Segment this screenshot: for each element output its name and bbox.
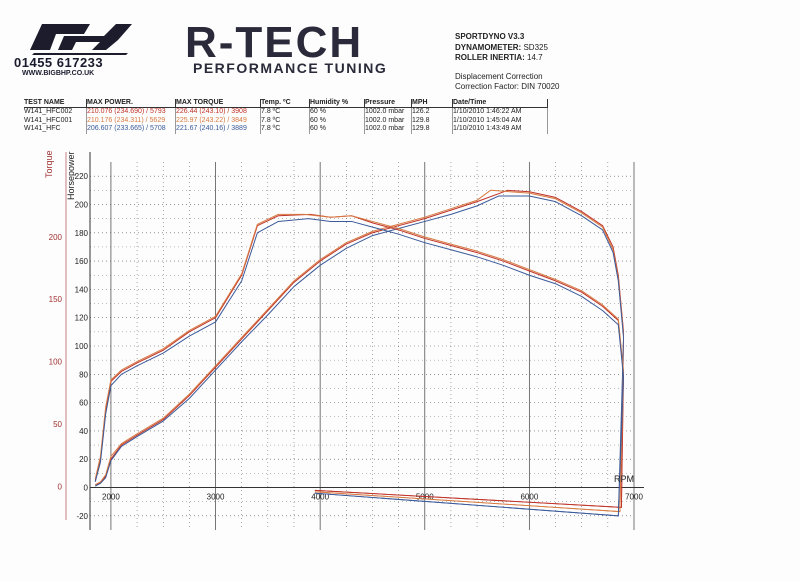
hp-tick-label: 20 [79,455,88,464]
test-name: W141_HFC002 [24,107,87,117]
series-line-horsepower-2 [94,189,625,486]
coastdown-line [314,371,624,513]
phone-number: 01455 617233 [14,55,104,70]
coastdown-line [314,331,624,508]
axis-ticks: -20 0 20 40 60 80 100 120 140 160 180 200 220 0 50 100 1… [49,172,644,521]
hp-tick-label: -20 [76,512,88,521]
series-line-horsepower-1 [95,189,625,486]
series-line-horsepower-3 [94,195,625,487]
results-header-row: TEST NAME MAX POWER. MAX TORQUE Temp. ºC… [24,99,548,108]
series-lines [94,189,625,517]
table-row: W141_HFC 206.607 (233.665) / 5708 221.67… [24,125,548,134]
torque-tick-label: 50 [53,420,62,429]
x-axis-label: RPM [614,474,634,484]
mph: 129.8 [411,116,453,125]
humidity: 60 % [309,125,365,134]
y-axis-label-horsepower: Horsepower [66,151,76,200]
website: WWW.BIGBHP.CO.UK [22,70,95,77]
software-version: SPORTDYNO V3.3 [455,32,525,41]
header-max-power: MAX POWER. [86,99,176,108]
header-pressure: Pressure [364,99,412,108]
hp-tick-label: 220 [75,172,89,181]
pressure: 1002.0 mbar [364,116,412,125]
humidity: 60 % [309,107,365,117]
torque-tick-label: 200 [49,233,63,242]
x-tick-label: 4000 [311,493,329,502]
brand-tagline: PERFORMANCE TUNING [193,60,388,76]
header-test-name: TEST NAME [24,99,87,108]
dyno-info: SPORTDYNO V3.3 DYNAMOMETER: SD325 ROLLER… [455,32,560,93]
inertia-value: 14.7 [527,53,543,62]
datetime: 1/10/2010 1:45:04 AM [452,116,548,125]
brand-title: R-TECH [185,18,364,67]
correction-title: Displacement Correction [455,71,543,81]
inertia-label: ROLLER INERTIA: [455,53,525,62]
hp-tick-label: 180 [75,229,89,238]
y-axis-label-torque: Torque [44,150,54,178]
dynamometer-value: SD325 [523,42,548,52]
header-datetime: Date/Time [452,99,548,108]
header-max-torque: MAX TORQUE [175,99,261,108]
hp-tick-label: 0 [84,484,89,493]
test-name: W141_HFC001 [24,116,87,125]
max-torque: 225.97 (243.22) / 3849 [175,116,261,125]
results-table: TEST NAME MAX POWER. MAX TORQUE Temp. ºC… [24,99,548,134]
max-torque: 226.44 (243.10) / 3908 [175,107,261,117]
x-tick-label: 5000 [416,493,434,502]
x-tick-label: 7000 [625,493,643,502]
temperature: 7.8 ºC [260,116,310,125]
hp-tick-label: 80 [79,370,88,379]
test-name: W141_HFC [24,125,87,134]
series-line-torque-1 [94,213,625,481]
coastdown-line [314,377,624,517]
hp-tick-label: 160 [75,257,89,266]
temperature: 7.8 ºC [260,107,310,117]
header-mph: MPH [411,99,453,108]
correction-factor: Correction Factor: DIN 70020 [455,82,560,91]
grid [65,152,644,530]
series-line-torque-3 [94,218,625,483]
series-line-torque-2 [94,213,625,480]
x-tick-label: 2000 [102,493,120,502]
max-power: 210.076 (234.690) / 5793 [86,107,176,117]
coastdown-line [314,374,624,508]
coastdown-line [314,337,624,517]
datetime: 1/10/2010 1:46:22 AM [452,107,548,117]
torque-tick-label: 150 [49,295,63,304]
pressure: 1002.0 mbar [364,125,412,134]
max-power: 210.176 (234.311) / 5629 [86,116,176,125]
mph: 129.8 [411,125,453,134]
datetime: 1/10/2010 1:43:49 AM [452,125,548,134]
header-humidity: Humidity % [309,99,365,108]
hp-tick-label: 40 [79,427,88,436]
torque-tick-label: 100 [49,358,63,367]
header-temp: Temp. ºC [260,99,310,108]
x-tick-label: 3000 [207,493,225,502]
temperature: 7.8 ºC [260,125,310,134]
rtech-logo [20,20,140,60]
mph: 126.2 [411,107,453,117]
pressure: 1002.0 mbar [364,107,412,117]
hp-tick-label: 60 [79,399,88,408]
hp-tick-label: 200 [75,200,89,209]
hp-tick-label: 100 [75,342,89,351]
torque-tick-label: 0 [58,482,63,491]
hp-tick-label: 120 [75,314,89,323]
hp-tick-label: 140 [75,285,89,294]
table-row: W141_HFC001 210.176 (234.311) / 5629 225… [24,116,548,125]
max-power: 206.607 (233.665) / 5708 [86,125,176,134]
humidity: 60 % [309,116,365,125]
max-torque: 221.67 (240.16) / 3889 [175,125,261,134]
coastdown-line [314,334,624,513]
table-row: W141_HFC002 210.076 (234.690) / 5793 226… [24,107,548,117]
dynamometer-label: DYNAMOMETER: [455,42,522,52]
x-tick-label: 6000 [520,493,538,502]
